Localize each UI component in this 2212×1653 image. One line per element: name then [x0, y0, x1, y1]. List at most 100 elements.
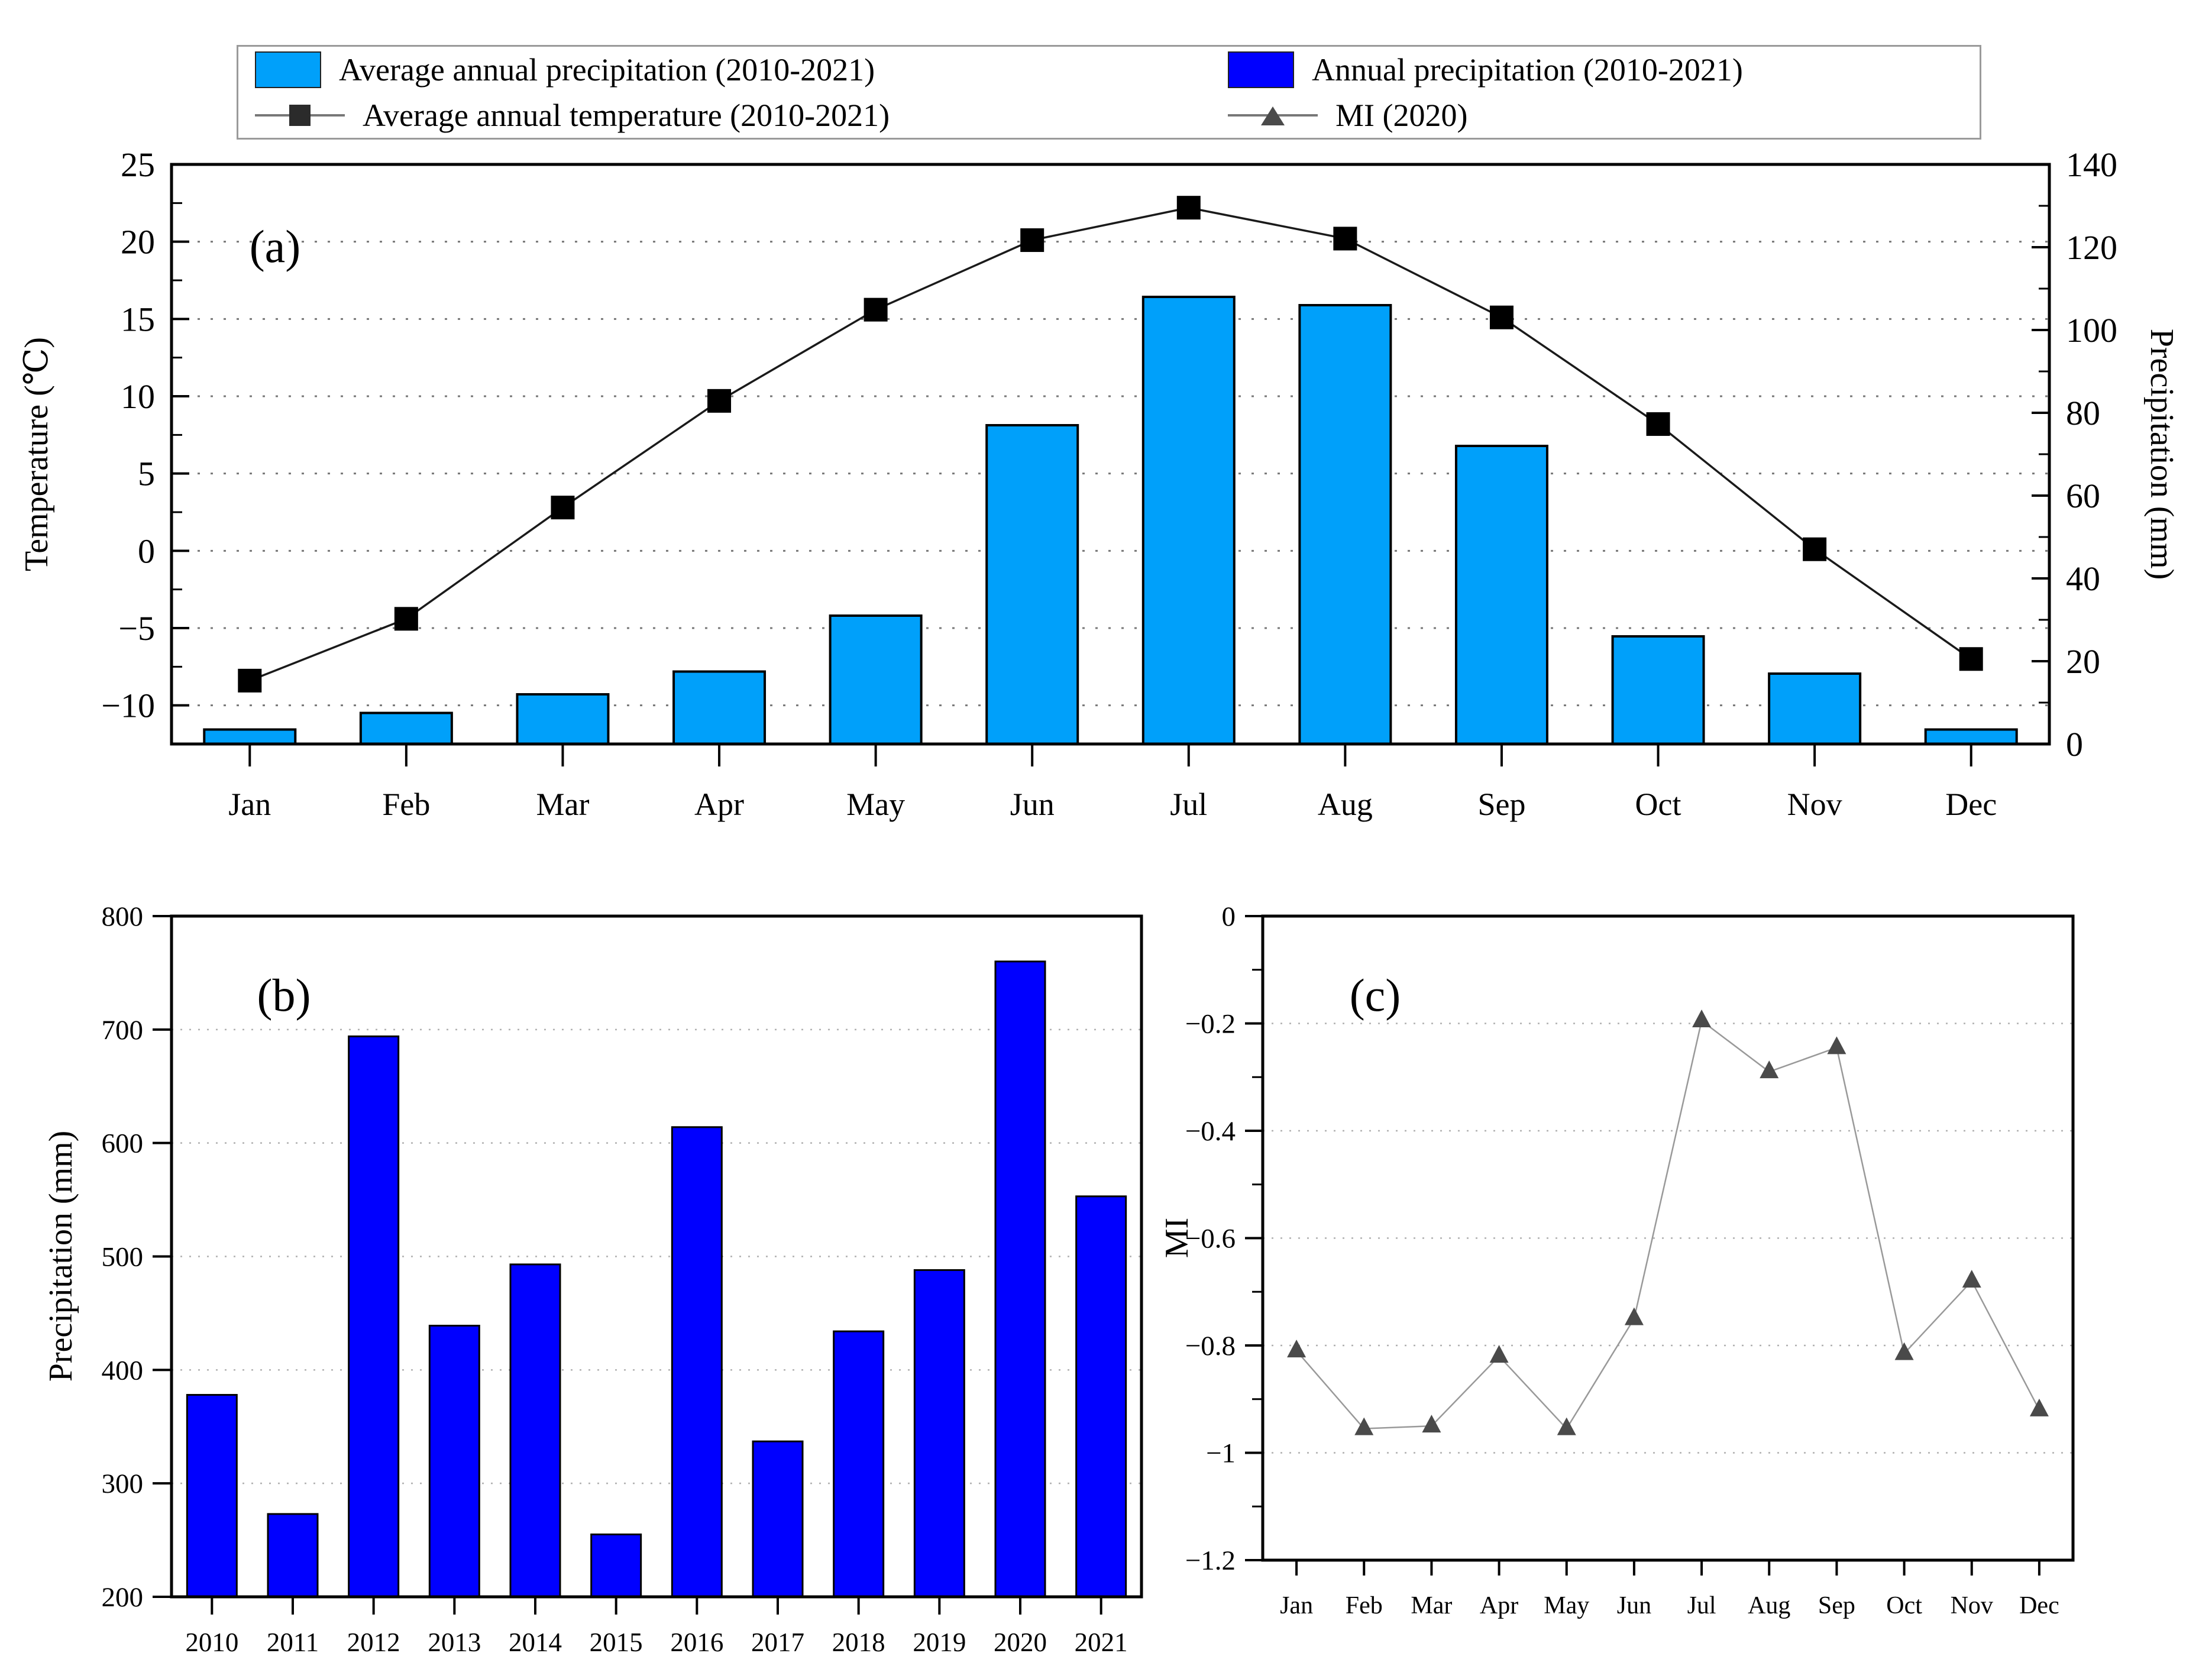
svg-text:800: 800	[102, 901, 144, 932]
avg-precip-bar-Jul	[1141, 296, 1236, 745]
legend-item-avg-precip: Average annual precipitation (2010-2021)	[238, 51, 1211, 88]
panel-a-letter: (a)	[250, 221, 301, 272]
avg-precip-bar-Mar	[516, 693, 610, 745]
svg-text:2015: 2015	[590, 1628, 643, 1653]
temp-marker-Jun	[1020, 228, 1044, 253]
svg-text:Mar: Mar	[1411, 1592, 1452, 1619]
svg-text:0: 0	[138, 532, 155, 570]
svg-text:80: 80	[2066, 394, 2100, 432]
svg-text:Jun: Jun	[1010, 787, 1055, 822]
mi-marker-Oct	[1894, 1342, 1914, 1360]
mi-marker-Dec	[2029, 1398, 2049, 1416]
legend-label-avg-precip: Average annual precipitation (2010-2021)	[339, 51, 875, 88]
svg-text:Jul: Jul	[1170, 787, 1207, 822]
svg-text:40: 40	[2066, 559, 2100, 598]
temp-marker-Jul	[1176, 196, 1201, 220]
svg-text:15: 15	[121, 300, 155, 338]
annual-precip-bar-2017	[752, 1440, 804, 1598]
annual-precip-bar-2011	[267, 1513, 319, 1598]
legend: Average annual precipitation (2010-2021)…	[237, 45, 1981, 140]
svg-text:400: 400	[102, 1355, 144, 1386]
svg-text:2016: 2016	[670, 1628, 723, 1653]
svg-text:0: 0	[2066, 725, 2083, 764]
svg-text:2018: 2018	[832, 1628, 885, 1653]
legend-label-avg-temp: Average annual temperature (2010-2021)	[363, 97, 890, 133]
svg-text:Dec: Dec	[2019, 1592, 2059, 1619]
temp-marker-Sep	[1489, 305, 1514, 329]
mi-marker-May	[1557, 1417, 1576, 1435]
svg-text:Jul: Jul	[1687, 1592, 1716, 1619]
svg-text:Oct: Oct	[1886, 1592, 1922, 1619]
avg-precip-bar-May	[829, 614, 923, 745]
avg-precip-bar-Jun	[985, 424, 1079, 745]
panel-b-letter: (b)	[257, 969, 311, 1021]
svg-text:120: 120	[2066, 228, 2117, 267]
svg-text:2019: 2019	[913, 1628, 966, 1653]
mi-marker-Mar	[1422, 1415, 1441, 1433]
annual-precip-bar-2019	[913, 1269, 965, 1598]
panel-b-axes: 800 700 600 500 400 300 200 2010 2011 2012 2013 201…	[102, 901, 1128, 1653]
panel-b-gridlines	[172, 1028, 1141, 1484]
svg-text:10: 10	[121, 377, 155, 416]
svg-text:−0.2: −0.2	[1185, 1009, 1236, 1040]
mi-marker-Jul	[1692, 1009, 1712, 1027]
svg-text:−5: −5	[118, 609, 155, 648]
svg-text:Sep: Sep	[1477, 787, 1525, 822]
mi-marker-Apr	[1489, 1345, 1509, 1363]
annual-precip-bar-2014	[509, 1263, 561, 1598]
legend-item-mi: MI (2020)	[1211, 97, 1980, 134]
svg-text:(a): (a)	[250, 221, 301, 272]
svg-text:Sep: Sep	[1818, 1592, 1855, 1619]
panel-a-left-axis-title: Temperature (℃)	[18, 337, 55, 572]
svg-text:Oct: Oct	[1635, 787, 1681, 822]
panel-a-right-axis-title: Precipitation (mm)	[2143, 328, 2180, 580]
svg-text:2020: 2020	[994, 1628, 1047, 1653]
avg-temp-line-square-icon	[255, 97, 345, 134]
svg-text:Feb: Feb	[1346, 1592, 1383, 1619]
mi-marker-Jun	[1624, 1307, 1644, 1325]
legend-label-mi: MI (2020)	[1335, 97, 1468, 133]
avg-precip-swatch	[255, 51, 321, 88]
svg-text:100: 100	[2066, 311, 2117, 350]
svg-text:−0.4: −0.4	[1185, 1116, 1236, 1147]
svg-text:−1.2: −1.2	[1185, 1545, 1236, 1576]
annual-precip-bar-2015	[590, 1533, 642, 1598]
temp-marker-Apr	[707, 389, 732, 413]
svg-text:2011: 2011	[267, 1628, 319, 1653]
mi-line-triangle-icon	[1228, 97, 1318, 134]
temp-marker-Aug	[1333, 227, 1357, 251]
temp-marker-May	[864, 297, 888, 322]
avg-precip-bar-Sep	[1454, 445, 1548, 745]
annual-precip-bar-2013	[428, 1325, 480, 1598]
temp-marker-Jan	[238, 668, 262, 693]
svg-text:Dec: Dec	[1945, 787, 1997, 822]
svg-text:2021: 2021	[1075, 1628, 1128, 1653]
annual-precip-bar-2012	[348, 1035, 400, 1598]
mi-marker-Aug	[1760, 1060, 1779, 1079]
svg-text:25: 25	[121, 145, 155, 184]
temp-marker-Mar	[551, 496, 575, 520]
avg-temp-line	[238, 196, 1983, 693]
svg-text:Mar: Mar	[536, 787, 589, 822]
svg-text:2010: 2010	[185, 1628, 238, 1653]
svg-text:−0.8: −0.8	[1185, 1331, 1236, 1361]
svg-text:May: May	[846, 787, 905, 822]
svg-text:Nov: Nov	[1787, 787, 1842, 822]
svg-text:−1: −1	[1206, 1438, 1236, 1469]
avg-precip-bar-Jan	[203, 728, 297, 745]
svg-text:140: 140	[2066, 145, 2117, 184]
mi-marker-Feb	[1354, 1417, 1374, 1435]
avg-precip-bar-Aug	[1298, 304, 1392, 745]
svg-text:(b): (b)	[257, 969, 311, 1021]
svg-text:Jan: Jan	[228, 787, 271, 822]
svg-text:2017: 2017	[751, 1628, 804, 1653]
temp-marker-Nov	[1803, 537, 1827, 561]
svg-text:Jun: Jun	[1617, 1592, 1651, 1619]
panel-c-gridlines	[1263, 1023, 2073, 1454]
svg-text:2014: 2014	[509, 1628, 562, 1653]
temp-marker-Feb	[394, 607, 418, 631]
svg-text:Jan: Jan	[1280, 1592, 1313, 1619]
